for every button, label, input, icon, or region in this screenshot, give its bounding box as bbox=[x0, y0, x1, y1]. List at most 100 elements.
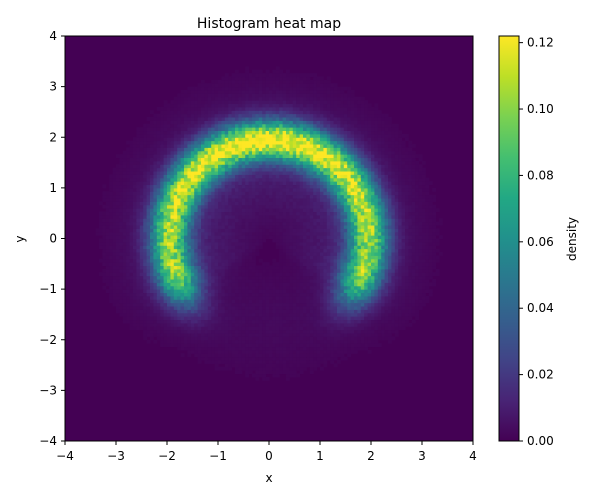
heat-cell bbox=[194, 235, 199, 240]
heat-cell bbox=[275, 194, 280, 199]
heat-cell bbox=[381, 191, 386, 196]
heat-cell bbox=[109, 258, 114, 263]
heat-cell bbox=[313, 211, 318, 216]
heat-cell bbox=[136, 289, 141, 294]
heat-cell bbox=[112, 255, 117, 260]
heat-cell bbox=[337, 265, 341, 270]
heat-cell bbox=[354, 312, 358, 317]
heat-cell bbox=[340, 322, 345, 327]
heat-cell bbox=[309, 252, 314, 256]
heat-cell bbox=[112, 198, 117, 202]
heat-cell bbox=[286, 201, 290, 206]
heat-cell bbox=[323, 279, 328, 283]
heat-cell bbox=[173, 201, 178, 206]
heat-cell bbox=[214, 262, 219, 267]
heat-cell bbox=[163, 218, 168, 223]
heat-cell bbox=[231, 177, 236, 182]
heat-cell bbox=[112, 204, 117, 209]
heat-cell bbox=[401, 282, 406, 287]
heat-cell bbox=[272, 272, 277, 277]
heat-cell bbox=[422, 279, 426, 283]
heat-cell bbox=[408, 218, 413, 223]
heat-cell bbox=[197, 306, 202, 310]
heat-cell bbox=[343, 245, 348, 250]
heat-cell bbox=[180, 181, 185, 186]
heat-cell bbox=[286, 285, 290, 290]
heat-cell bbox=[262, 316, 267, 321]
heat-cell bbox=[265, 221, 270, 226]
heat-cell bbox=[160, 326, 165, 331]
heat-cell bbox=[333, 214, 338, 219]
heat-cell bbox=[150, 194, 154, 199]
heat-cell bbox=[388, 221, 392, 226]
heat-cell bbox=[340, 198, 345, 202]
heat-cell bbox=[262, 262, 267, 267]
heat-cell bbox=[343, 204, 348, 209]
heat-cell bbox=[333, 309, 338, 314]
heat-cell bbox=[218, 181, 222, 186]
heat-cell bbox=[377, 245, 382, 250]
heat-cell bbox=[398, 252, 403, 256]
heat-cell bbox=[153, 309, 158, 314]
heat-cell bbox=[408, 316, 413, 321]
heat-cell bbox=[224, 265, 229, 270]
heat-cell bbox=[170, 201, 175, 206]
heat-cell bbox=[248, 339, 253, 344]
heat-cell bbox=[388, 339, 392, 344]
heat-cell bbox=[119, 231, 124, 236]
heat-cell bbox=[343, 346, 348, 351]
heat-cell bbox=[180, 306, 185, 310]
heat-cell bbox=[425, 218, 430, 223]
heat-cell bbox=[309, 289, 314, 294]
heat-cell bbox=[306, 360, 311, 364]
heat-cell bbox=[228, 235, 233, 240]
heat-cell bbox=[180, 231, 185, 236]
heat-cell bbox=[371, 326, 375, 331]
heat-cell bbox=[109, 279, 114, 283]
heat-cell bbox=[354, 262, 358, 267]
heat-cell bbox=[133, 225, 137, 229]
heat-cell bbox=[367, 282, 372, 287]
heat-cell bbox=[306, 211, 311, 216]
heat-cell bbox=[197, 272, 202, 277]
heat-cell bbox=[323, 204, 328, 209]
heat-cell bbox=[177, 343, 182, 348]
heat-cell bbox=[224, 268, 229, 273]
heat-cell bbox=[384, 336, 389, 341]
heat-cell bbox=[163, 174, 168, 179]
heat-cell bbox=[238, 238, 243, 243]
heat-cell bbox=[214, 218, 219, 223]
heat-cell bbox=[105, 198, 110, 202]
heat-cell bbox=[245, 285, 250, 290]
heat-cell bbox=[177, 248, 182, 253]
heat-cell bbox=[231, 208, 236, 213]
heat-cell bbox=[221, 316, 226, 321]
heat-cell bbox=[190, 282, 195, 287]
heat-cell bbox=[418, 241, 423, 246]
heat-cell bbox=[401, 268, 406, 273]
heat-cell bbox=[415, 252, 420, 256]
heat-cell bbox=[173, 211, 178, 216]
heat-cell bbox=[269, 360, 273, 364]
heat-cell bbox=[279, 265, 284, 270]
heat-cell bbox=[377, 218, 382, 223]
heat-cell bbox=[418, 221, 423, 226]
heat-cell bbox=[313, 302, 318, 307]
heat-cell bbox=[309, 208, 314, 213]
heat-cell bbox=[146, 316, 151, 321]
heat-cell bbox=[435, 231, 440, 236]
heat-cell bbox=[320, 302, 324, 307]
heat-cell bbox=[415, 258, 420, 263]
heat-cell bbox=[286, 198, 290, 202]
heat-cell bbox=[296, 235, 301, 240]
heat-cell bbox=[201, 241, 205, 246]
heat-cell bbox=[201, 285, 205, 290]
heat-cell bbox=[163, 181, 168, 186]
heat-cell bbox=[190, 309, 195, 314]
heat-cell bbox=[255, 194, 260, 199]
heat-cell bbox=[333, 299, 338, 304]
heat-cell bbox=[360, 231, 365, 236]
heat-cell bbox=[296, 184, 301, 189]
heat-cell bbox=[143, 322, 148, 327]
heat-cell bbox=[255, 316, 260, 321]
